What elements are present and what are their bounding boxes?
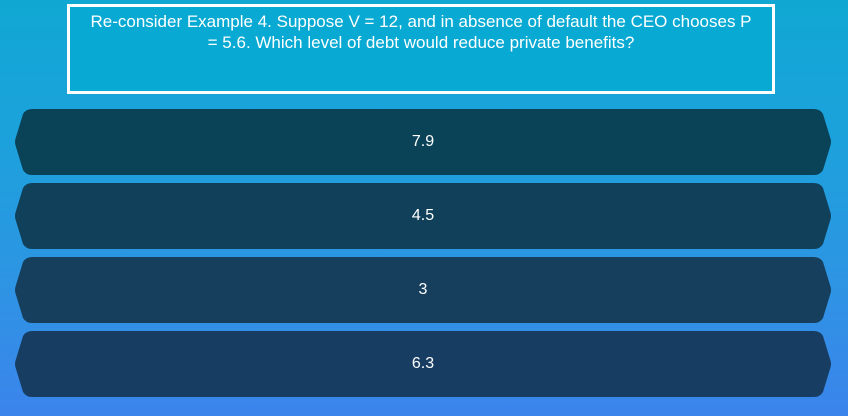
- answer-list: 7.9 4.5 3 6.3: [14, 109, 832, 405]
- answer-option-shape: [15, 331, 831, 397]
- answer-option-background: [15, 331, 831, 397]
- question-text: Re-consider Example 4. Suppose V = 12, a…: [90, 12, 752, 52]
- answer-option-background: [15, 257, 831, 323]
- answer-option-shape: [15, 183, 831, 249]
- answer-option-4[interactable]: 6.3: [14, 331, 832, 397]
- answer-option-shape: [15, 257, 831, 323]
- answer-option-3[interactable]: 3: [14, 257, 832, 323]
- answer-option-2[interactable]: 4.5: [14, 183, 832, 249]
- question-box: Re-consider Example 4. Suppose V = 12, a…: [67, 4, 775, 94]
- answer-option-background: [15, 183, 831, 249]
- answer-option-shape: [15, 109, 831, 175]
- answer-option-background: [15, 109, 831, 175]
- answer-option-1[interactable]: 7.9: [14, 109, 832, 175]
